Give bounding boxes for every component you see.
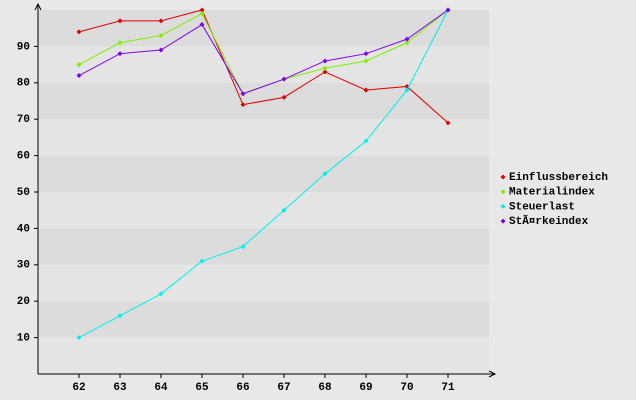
grid-band bbox=[38, 155, 489, 192]
point bbox=[158, 32, 164, 38]
x-tick-label: 65 bbox=[195, 382, 209, 394]
point bbox=[322, 65, 328, 71]
y-tick-label: 40 bbox=[17, 223, 30, 235]
point bbox=[363, 51, 369, 57]
point bbox=[240, 91, 246, 97]
point bbox=[281, 207, 287, 213]
point bbox=[199, 22, 205, 28]
point bbox=[404, 36, 410, 42]
grid-band bbox=[38, 228, 489, 265]
point bbox=[281, 94, 287, 100]
y-tick-label: 70 bbox=[17, 114, 30, 126]
x-tick-label: 70 bbox=[400, 382, 413, 394]
legend-label: Steuerlast bbox=[509, 201, 575, 213]
point bbox=[76, 29, 82, 35]
y-tick-label: 10 bbox=[17, 333, 30, 345]
point bbox=[363, 87, 369, 93]
point bbox=[404, 40, 410, 46]
x-tick-label: 71 bbox=[441, 382, 455, 394]
series-line bbox=[78, 9, 449, 95]
point bbox=[158, 291, 164, 297]
grid-band bbox=[38, 264, 489, 302]
y-tick-label: 90 bbox=[17, 41, 30, 53]
x-tick-label: 67 bbox=[277, 382, 290, 394]
x-tick-label: 63 bbox=[113, 382, 127, 394]
point bbox=[322, 69, 328, 75]
series-line bbox=[78, 9, 449, 124]
x-tick-label: 66 bbox=[236, 382, 249, 394]
point bbox=[363, 138, 369, 144]
legend-marker bbox=[500, 174, 506, 180]
point bbox=[445, 7, 451, 13]
x-axis-arrow bbox=[488, 370, 497, 378]
y-tick-label: 30 bbox=[17, 260, 30, 272]
grid-band bbox=[38, 119, 489, 156]
point bbox=[363, 58, 369, 64]
point bbox=[199, 11, 205, 17]
point bbox=[240, 244, 246, 250]
point bbox=[117, 18, 123, 24]
y-tick-label: 60 bbox=[17, 151, 30, 163]
legend-marker bbox=[500, 189, 506, 195]
point bbox=[199, 258, 205, 264]
grid-band bbox=[38, 46, 489, 83]
point bbox=[76, 62, 82, 68]
point bbox=[322, 171, 328, 177]
point bbox=[117, 51, 123, 57]
point bbox=[117, 313, 123, 319]
point bbox=[404, 87, 410, 93]
point bbox=[117, 40, 123, 46]
grid-band bbox=[38, 337, 489, 374]
point bbox=[76, 73, 82, 79]
grid-band bbox=[38, 192, 489, 229]
y-tick-label: 50 bbox=[17, 187, 30, 199]
grid-band bbox=[38, 10, 489, 47]
point bbox=[158, 47, 164, 53]
grid-band bbox=[38, 301, 489, 338]
y-axis-arrow bbox=[34, 2, 42, 11]
point bbox=[322, 58, 328, 64]
legend-marker bbox=[500, 203, 506, 209]
legend-marker bbox=[500, 218, 506, 224]
y-tick-label: 80 bbox=[17, 78, 30, 90]
point bbox=[158, 18, 164, 24]
point bbox=[76, 335, 82, 341]
legend-label: Materialindex bbox=[509, 187, 595, 199]
legend-label: StÃ¤rkeindex bbox=[509, 214, 589, 228]
point bbox=[240, 102, 246, 108]
y-tick-label: 20 bbox=[17, 296, 30, 308]
legend-label: Einflussbereich bbox=[509, 172, 608, 184]
point bbox=[445, 120, 451, 126]
x-tick-label: 62 bbox=[72, 382, 85, 394]
x-tick-label: 68 bbox=[318, 382, 332, 394]
x-tick-label: 69 bbox=[359, 382, 372, 394]
x-tick-label: 64 bbox=[154, 382, 168, 394]
point bbox=[199, 7, 205, 13]
point bbox=[281, 76, 287, 82]
series-line bbox=[78, 9, 449, 339]
